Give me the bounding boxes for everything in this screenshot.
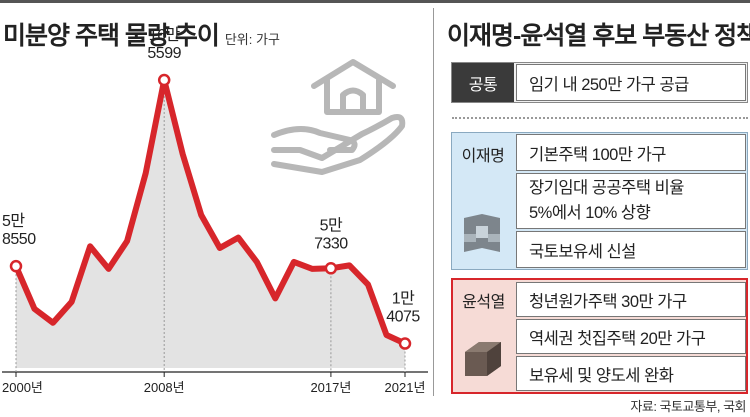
area-fill xyxy=(16,80,405,368)
chart-unit: 단위: 가구 xyxy=(224,32,280,47)
house-in-hand-icon xyxy=(271,59,406,175)
series-line xyxy=(13,77,408,347)
divider-line xyxy=(433,8,434,396)
lee-item-2-line2: 5%에서 10% 상향 xyxy=(529,204,651,222)
data-label-value: 4075 xyxy=(386,309,420,326)
chart: 2000년 2008년 2017년 2021년5만855016만55995만73301… xyxy=(2,26,428,395)
yoon-item-1: 청년원가주택 30만 가구 xyxy=(516,282,746,317)
yoon-item-2: 역세권 첫집주택 20만 가구 xyxy=(516,319,746,354)
chart-title-row: 미분양 주택 물량 추이 단위: 가구 xyxy=(3,16,280,50)
x-tick-label: 2008년 xyxy=(144,380,185,395)
data-label-top: 5만 xyxy=(320,216,343,234)
yoon-item-3: 보유세 및 양도세 완화 xyxy=(516,356,746,391)
common-item: 임기 내 250만 가구 공급 xyxy=(516,64,746,101)
yoon-label: 윤석열 xyxy=(462,294,505,311)
chart-title: 미분양 주택 물량 추이 xyxy=(3,22,220,50)
data-label-top: 5만 xyxy=(2,212,25,230)
data-label-value: 8550 xyxy=(2,231,36,248)
data-label-top: 16만 xyxy=(149,26,181,44)
data-point xyxy=(324,262,338,275)
data-label-value: 5599 xyxy=(147,45,181,62)
data-point xyxy=(157,73,171,87)
data-point xyxy=(398,337,412,350)
lee-label: 이재명 xyxy=(461,148,505,165)
dotted-separator xyxy=(452,117,748,119)
common-label: 공통 xyxy=(452,63,514,102)
lee-item-1: 기본주택 100만 가구 xyxy=(516,134,746,171)
cube-icon xyxy=(465,342,501,376)
x-tick-label: 2000년 xyxy=(2,380,43,395)
data-label-top: 1만 xyxy=(392,290,415,308)
lee-item-2: 장기임대 공공주택 비율 5%에서 10% 상향 xyxy=(516,173,746,229)
x-tick-label: 2017년 xyxy=(310,380,351,395)
source-note: 자료: 국토교통부, 국회 xyxy=(630,399,746,414)
data-label-value: 7330 xyxy=(314,235,348,252)
data-point xyxy=(9,259,23,273)
lee-item-2-line1: 장기임대 공공주택 비율 xyxy=(529,179,684,197)
panel-title: 이재명-윤석열 후보 부동산 정책 xyxy=(447,22,750,50)
x-tick-label: 2021년 xyxy=(385,380,426,395)
lee-item-3: 국토보유세 신설 xyxy=(516,231,746,268)
flag-icon xyxy=(464,214,500,252)
top-rule xyxy=(0,0,750,3)
